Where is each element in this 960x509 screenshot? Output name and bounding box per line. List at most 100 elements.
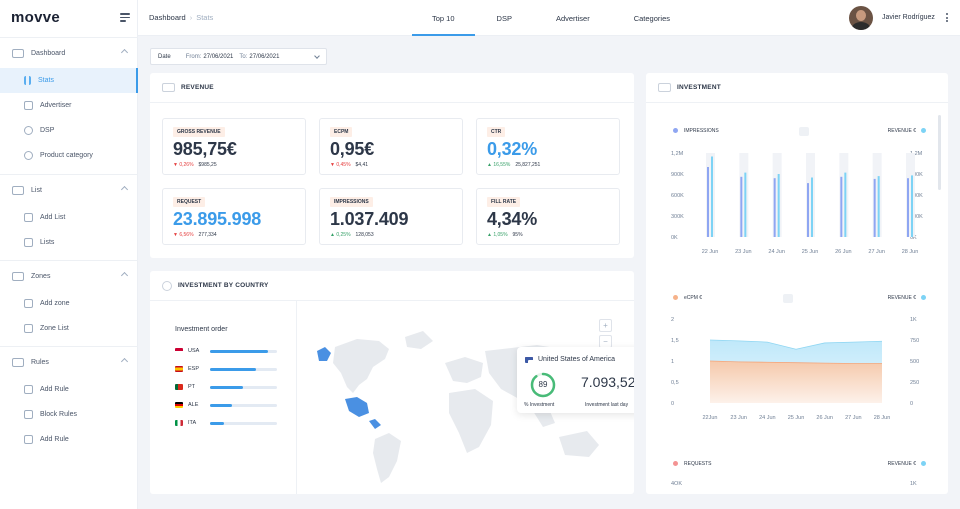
impressions-bar[interactable] [807, 183, 809, 237]
chevron-down-icon[interactable] [314, 53, 320, 59]
revenue-line[interactable] [709, 360, 882, 364]
revenue-bar[interactable] [777, 174, 780, 237]
country-row[interactable]: PT [175, 383, 277, 391]
user-name[interactable]: Javier Rodríguez [882, 14, 935, 21]
sidebar-item-add-rule-2[interactable]: Add Rule [0, 427, 138, 452]
sidebar-group-rules[interactable]: Rules [0, 347, 138, 377]
add-list-icon [24, 213, 33, 222]
sidebar-item-block-rules[interactable]: Block Rules [0, 402, 138, 427]
chevron-up-icon [120, 357, 129, 366]
sidebar-group-dashboard[interactable]: Dashboard [0, 38, 138, 68]
menu-icon[interactable] [120, 13, 130, 24]
tab-categories[interactable]: Categories [633, 13, 670, 23]
kpi-label: GROSS REVENUE [173, 127, 225, 137]
revenue-bar[interactable] [844, 172, 847, 237]
more-options-icon[interactable] [946, 13, 949, 24]
y-tick-label: 0K [671, 235, 678, 241]
sidebar-item-add-rule[interactable]: Add Rule [0, 377, 138, 402]
gear-icon [24, 126, 33, 135]
y2-tick-label: 250 [910, 380, 919, 386]
sidebar-group-zones[interactable]: Zones [0, 261, 138, 291]
add-rule-icon [24, 435, 33, 444]
impressions-bar[interactable] [740, 176, 743, 237]
date-filter[interactable]: Date From: 27/06/2021 To: 27/06/2021 [150, 48, 327, 65]
sidebar-group-label: Zones [31, 272, 51, 280]
bar-toggle-icon[interactable] [799, 127, 809, 136]
sidebar-item-dsp[interactable]: DSP [0, 118, 138, 143]
legend-right: REVENUE € [888, 295, 926, 301]
from-date[interactable]: 27/06/2021 [203, 53, 234, 60]
sidebar-item-add-zone[interactable]: Add zone [0, 291, 138, 316]
impressions-bar[interactable] [707, 167, 709, 237]
folder-icon [12, 48, 24, 58]
trend-up-icon: ▲ 16,55% [487, 162, 511, 168]
list-icon [12, 185, 24, 195]
revenue-bar[interactable] [911, 175, 913, 237]
y2-tick-label: 1,2M [910, 151, 923, 157]
sidebar-item-label: Stats [38, 77, 54, 84]
country-row[interactable]: ESP [175, 365, 277, 373]
revenue-bar[interactable] [877, 176, 880, 237]
impressions-legend-dot [673, 128, 678, 134]
country-bar [210, 403, 277, 407]
kpi-tile: CTR 0,32% ▲ 16,55% 25,827,251 [476, 118, 620, 175]
sidebar-item-label: Block Rules [40, 411, 77, 418]
revenue-bar[interactable] [744, 172, 747, 237]
sidebar-item-lists[interactable]: Lists [0, 230, 138, 255]
revenue-bar[interactable] [811, 177, 813, 238]
sidebar-item-advertiser[interactable]: Advertiser [0, 93, 138, 118]
kpi-change-value: 6,56% [179, 232, 194, 238]
line-toggle-icon[interactable] [783, 127, 793, 136]
trend-up-icon: ▲ 0,25% [330, 232, 351, 238]
world-map[interactable]: + − United States of America 89 % Invest… [297, 301, 634, 494]
investment-by-country-card: INVESTMENT BY COUNTRY Investment order U… [150, 271, 634, 494]
layers-icon [24, 151, 33, 160]
scrollbar[interactable] [938, 115, 941, 190]
sidebar-item-label: Zone List [40, 325, 69, 332]
sidebar-item-stats[interactable]: Stats [0, 68, 138, 93]
tab-dsp[interactable]: DSP [496, 13, 512, 23]
kpi-value: 23.895.998 [173, 209, 262, 229]
kpi-label: IMPRESSIONS [330, 197, 373, 207]
country-row[interactable]: ITA [175, 419, 277, 427]
impressions-bar[interactable] [873, 178, 876, 237]
tab-top-10[interactable]: Top 10 [412, 0, 475, 36]
country-bar [210, 385, 277, 389]
revenue-legend-dot [921, 295, 926, 301]
bar-background [772, 153, 782, 237]
impressions-bar[interactable] [773, 178, 776, 237]
sidebar-item-add-list[interactable]: Add List [0, 205, 138, 230]
bar-toggle-icon[interactable] [799, 294, 809, 303]
tab-advertiser[interactable]: Advertiser [555, 13, 590, 23]
de-flag-icon [175, 402, 183, 408]
revenue-legend-dot [921, 128, 926, 134]
tooltip-amount-label: Investment last day [585, 402, 629, 408]
ecpm-line[interactable] [709, 339, 883, 350]
zoom-in-button[interactable]: + [599, 319, 612, 332]
y-tick-label: 1 [671, 359, 674, 365]
country-row[interactable]: ALE [175, 401, 277, 409]
avatar[interactable] [849, 6, 873, 30]
y-tick-label: 900K [671, 172, 684, 178]
impressions-bar[interactable] [840, 176, 843, 237]
bar-chart-icon [24, 76, 31, 85]
us-flag-icon [525, 356, 533, 363]
sidebar-item-zone-list[interactable]: Zone List [0, 316, 138, 341]
y2-tick-label: 900K [910, 172, 923, 178]
revenue-bar[interactable] [711, 156, 713, 238]
country-bar-fill [210, 385, 243, 389]
sidebar-item-label: DSP [40, 127, 55, 134]
x-tick-label: 24 Jun [768, 249, 785, 255]
app-logo[interactable]: movve [11, 9, 61, 26]
trend-down-icon: ▼ 6,56% [173, 232, 194, 238]
line-toggle-icon[interactable] [783, 294, 793, 303]
impressions-bar[interactable] [907, 178, 909, 237]
sidebar-item-product-category[interactable]: Product category [0, 143, 138, 168]
sidebar-group-list[interactable]: List [0, 175, 138, 205]
breadcrumb-root[interactable]: Dashboard [149, 13, 186, 22]
country-row[interactable]: USA [175, 347, 277, 355]
tooltip-amount: 7.093,52€ [581, 374, 634, 390]
legend-label: REVENUE € [887, 461, 916, 467]
y-tick-label: 300K [671, 214, 684, 220]
to-date[interactable]: 27/06/2021 [249, 53, 280, 60]
